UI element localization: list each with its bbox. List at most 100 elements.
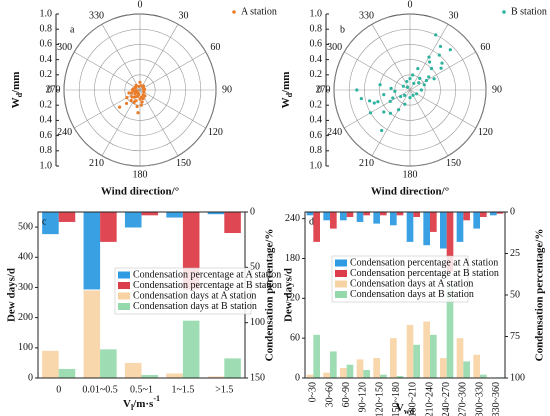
- data-point: [418, 76, 422, 80]
- data-point: [401, 84, 406, 88]
- panel-label: a: [70, 24, 75, 35]
- bar: [42, 212, 59, 235]
- x-tick-label: >1.5: [215, 384, 233, 395]
- legend-label: Condensation days at A station: [133, 290, 256, 301]
- legend-swatch: [118, 271, 130, 279]
- y2-tick-label: 25: [510, 248, 520, 259]
- bar: [456, 338, 464, 378]
- data-point: [440, 61, 444, 65]
- y-tick-label: 500: [18, 221, 33, 232]
- y2-tick-label: 50: [510, 289, 520, 300]
- x-tick-label: 180~210: [408, 382, 419, 416]
- bar: [423, 321, 430, 378]
- data-point: [131, 87, 135, 91]
- theta-tick-label: 330: [359, 11, 374, 22]
- axis-title: Wd/mm: [10, 72, 25, 109]
- legend-box: [331, 255, 469, 303]
- legend-label: Condensation percentage at B station: [350, 268, 499, 279]
- theta-tick-label: 0: [138, 0, 143, 10]
- axis-title-part: /m·s: [132, 398, 154, 410]
- bar: [406, 324, 414, 378]
- data-point: [417, 81, 421, 85]
- axis-title-part: d: [285, 92, 294, 97]
- data-point: [136, 94, 140, 99]
- r-tick-label: 0.2: [40, 69, 53, 80]
- bar: [363, 370, 370, 378]
- data-point: [372, 101, 376, 105]
- polar-spoke: [409, 89, 476, 129]
- bar: [380, 374, 387, 378]
- polar-spoke: [371, 24, 411, 91]
- data-point: [428, 60, 432, 64]
- polar-spoke: [139, 89, 206, 129]
- x-tick-label: 0~30: [308, 382, 319, 402]
- data-point: [125, 96, 129, 100]
- axis-title: Wind direction/°: [371, 186, 449, 198]
- bar: [166, 212, 183, 218]
- bar: [356, 212, 364, 222]
- bar: [496, 212, 504, 214]
- data-point: [133, 91, 137, 96]
- data-point: [132, 95, 136, 99]
- theta-tick-label: 150: [176, 158, 191, 169]
- r-tick-label: 0.6: [40, 39, 53, 50]
- data-point: [424, 78, 429, 83]
- bar: [346, 364, 354, 378]
- panel-label: d: [309, 216, 314, 227]
- legend-swatch: [335, 259, 347, 267]
- bar: [313, 334, 320, 378]
- bar: [166, 373, 183, 378]
- y2-tick-label: 50: [250, 262, 260, 273]
- polar-spoke: [409, 89, 449, 156]
- theta-tick-label: 240: [57, 127, 72, 138]
- data-point: [382, 110, 386, 114]
- axis-title: Wind direction/°: [101, 186, 179, 198]
- bar: [313, 212, 320, 242]
- data-point: [437, 53, 441, 57]
- bar: [396, 212, 404, 216]
- legend-label: B station: [511, 6, 547, 17]
- data-point: [416, 66, 420, 71]
- polar-spoke: [139, 24, 179, 91]
- bar: [363, 212, 370, 216]
- data-point: [368, 99, 372, 103]
- y-tick-label: 180: [285, 253, 300, 264]
- r-tick-label: 0: [317, 84, 322, 95]
- bar: [124, 212, 142, 228]
- y2-tick-label: 75: [510, 331, 520, 342]
- data-point: [143, 94, 147, 98]
- r-tick-label: 1.0: [40, 8, 53, 19]
- data-point: [382, 93, 386, 97]
- polar-spoke: [74, 89, 141, 129]
- axis-title-part: V: [123, 398, 131, 410]
- axis-title-part: /mm: [280, 72, 292, 94]
- theta-tick-label: 210: [359, 158, 374, 169]
- data-point: [124, 101, 129, 106]
- legend-label: A station: [241, 6, 277, 17]
- polar-spoke: [344, 89, 411, 129]
- r-tick-label: 0.4: [310, 54, 323, 65]
- bar: [83, 290, 101, 378]
- bar: [446, 212, 454, 272]
- panel-label: c: [42, 216, 47, 227]
- data-point: [380, 128, 384, 133]
- polar-spoke: [101, 89, 141, 156]
- axis-title-part: /mm: [10, 72, 22, 94]
- bar: [207, 376, 225, 378]
- x-tick-label: 0.01~0.5: [82, 384, 117, 395]
- theta-tick-label: 90: [222, 84, 232, 95]
- polar-spoke: [409, 51, 476, 91]
- theta-tick-label: 300: [327, 42, 342, 53]
- data-point: [127, 91, 131, 95]
- legend-box: [114, 267, 252, 315]
- polar-spoke: [371, 89, 411, 156]
- bar: [473, 212, 480, 229]
- data-point: [137, 84, 141, 89]
- bar: [480, 212, 487, 217]
- polar-spoke: [344, 51, 411, 91]
- y2-tick-label: 100: [510, 372, 525, 383]
- bar: [207, 212, 225, 215]
- data-point: [140, 100, 144, 104]
- data-point: [397, 108, 401, 112]
- theta-tick-label: 30: [179, 11, 189, 22]
